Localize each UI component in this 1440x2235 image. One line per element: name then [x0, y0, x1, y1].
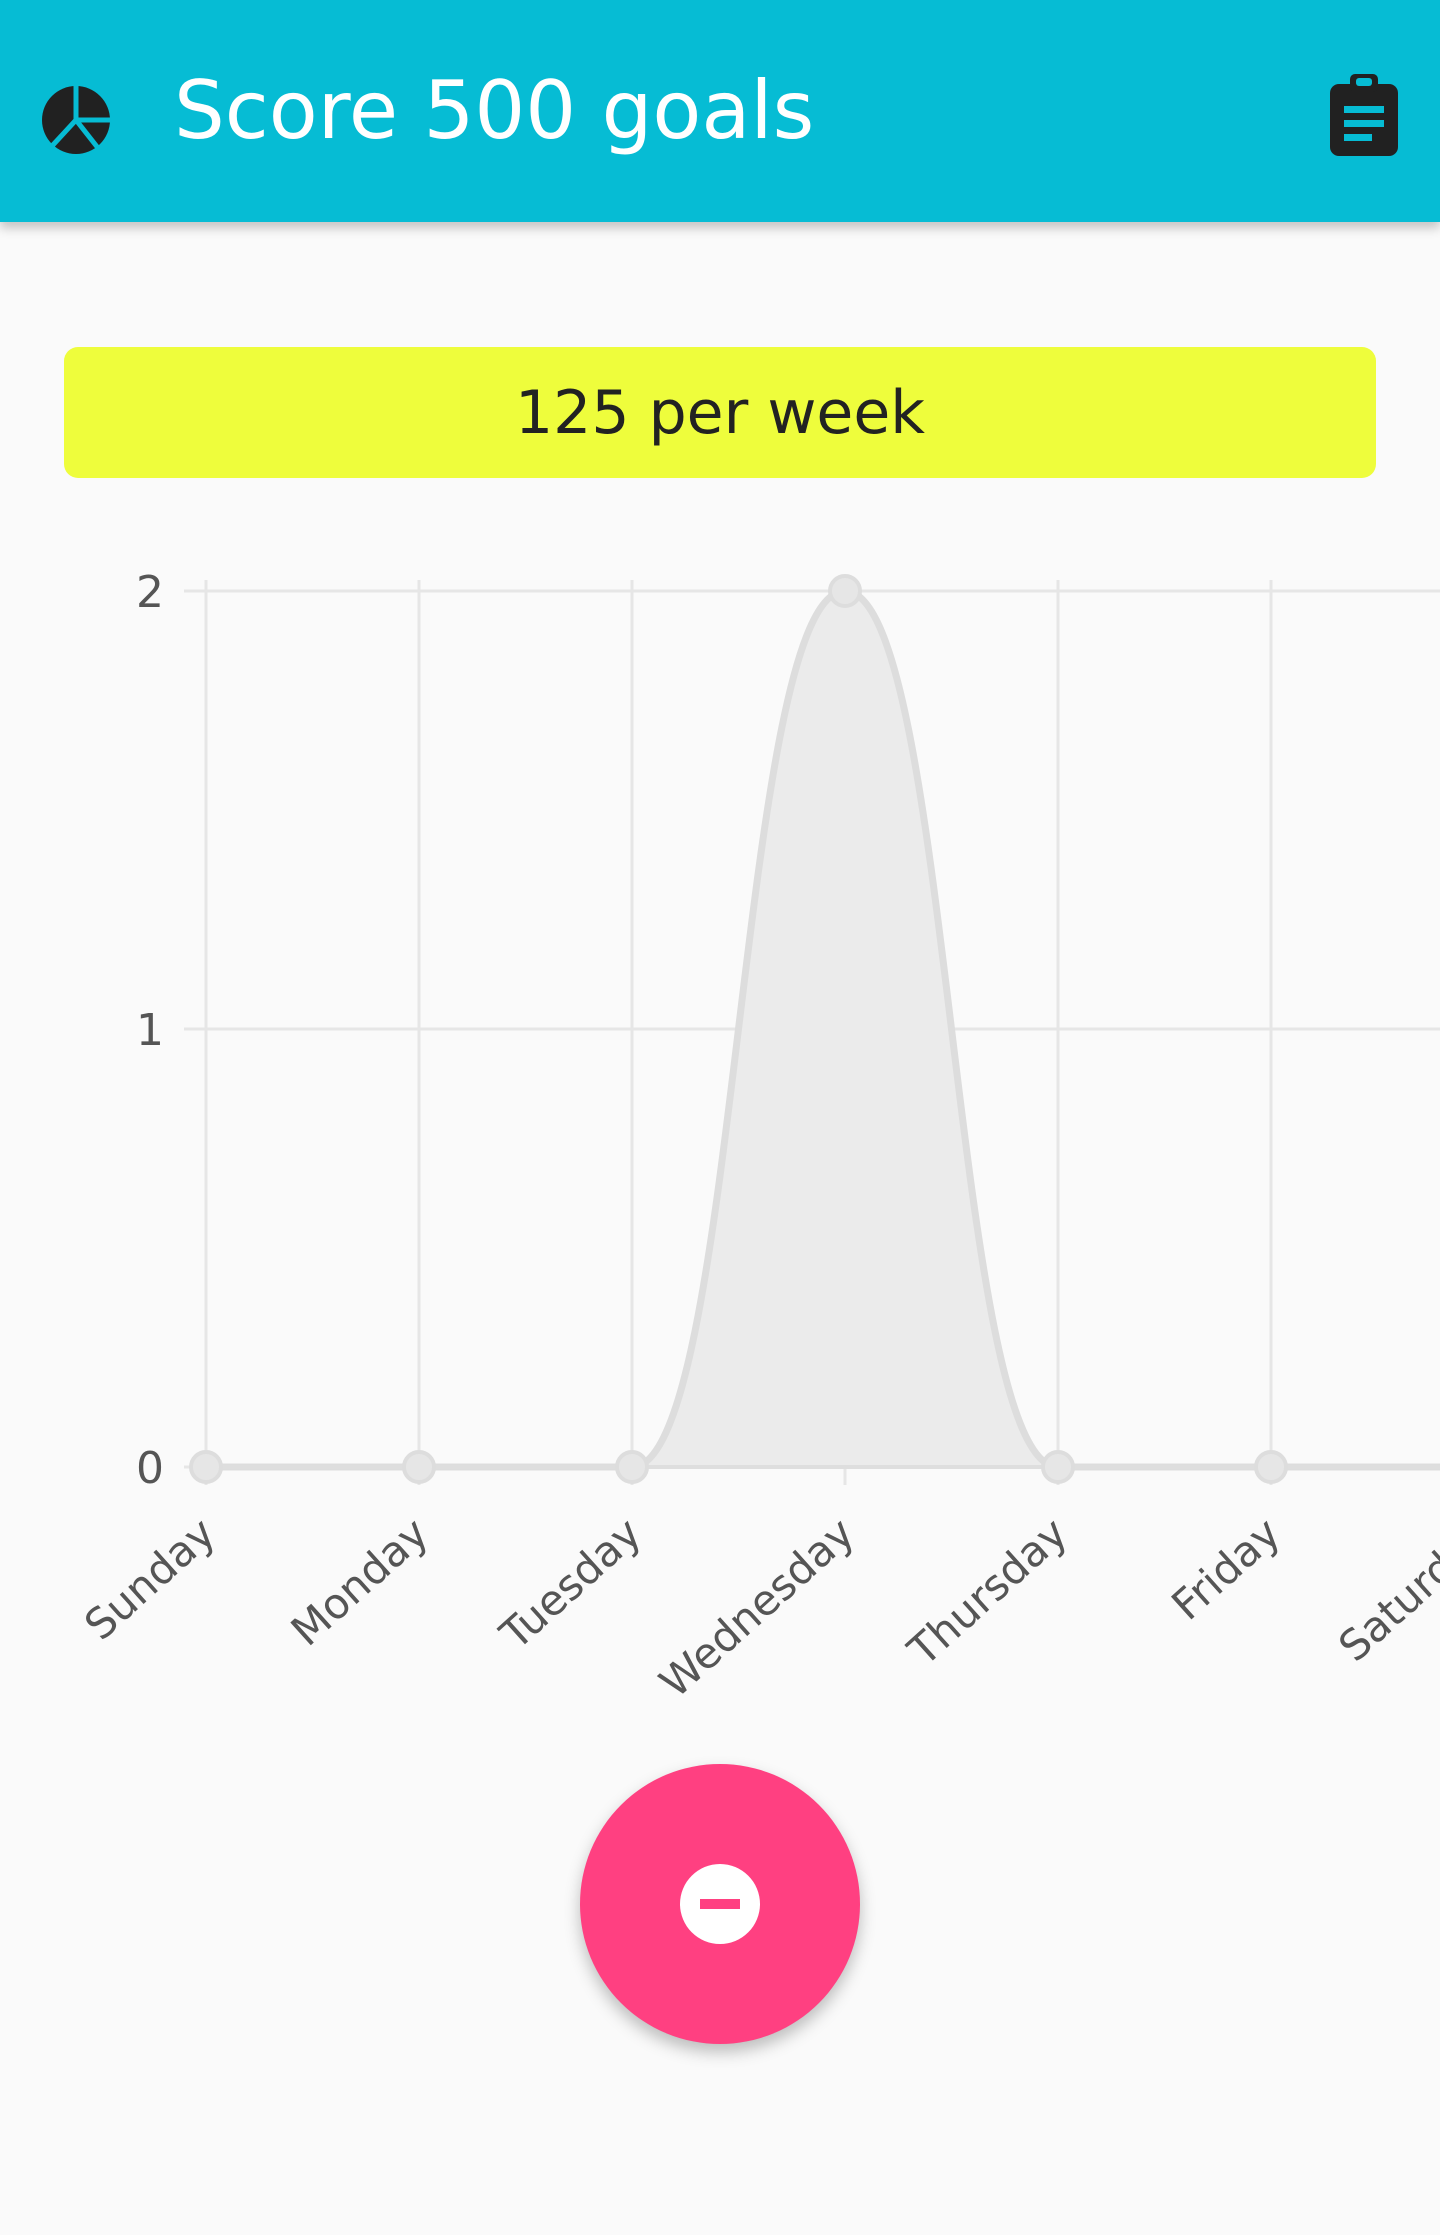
chart-point — [1254, 1450, 1288, 1484]
chart-y-tick-labels: 0 1 2 — [136, 567, 164, 1494]
x-tick-label: Sunday — [75, 1508, 225, 1650]
rate-banner: 125 per week — [64, 347, 1376, 478]
chart-x-tick-labels: Sunday Monday Tuesday Wednesday Thursday Frid… — [75, 1508, 1440, 1707]
chart-point — [402, 1450, 436, 1484]
chart-series-area — [206, 591, 1440, 1468]
page-title: Score 500 goals — [174, 64, 815, 157]
chart-point — [828, 574, 862, 608]
y-tick-label: 2 — [136, 567, 164, 618]
app-bar: Score 500 goals — [0, 0, 1440, 222]
chart-point — [189, 1450, 223, 1484]
chart-point — [1041, 1450, 1075, 1484]
chart-point — [615, 1450, 649, 1484]
x-tick-label: Monday — [282, 1508, 438, 1655]
y-tick-label: 1 — [136, 1005, 164, 1056]
x-tick-label: Saturday — [1329, 1508, 1440, 1671]
x-tick-label: Thursday — [898, 1508, 1077, 1676]
x-tick-label: Friday — [1162, 1508, 1289, 1630]
minus-circle-icon — [680, 1864, 760, 1944]
weekly-chart: 0 1 2 Sunday Monday Tuesday Wednesday Thursday… — [75, 567, 1440, 1707]
decrement-fab-button[interactable] — [580, 1764, 860, 2044]
chart-points — [189, 574, 1288, 1484]
pie-chart-icon[interactable] — [38, 82, 114, 158]
x-tick-label: Tuesday — [490, 1508, 651, 1659]
clipboard-icon[interactable] — [1326, 72, 1402, 158]
x-tick-label: Wednesday — [650, 1508, 863, 1707]
y-tick-label: 0 — [136, 1443, 164, 1494]
